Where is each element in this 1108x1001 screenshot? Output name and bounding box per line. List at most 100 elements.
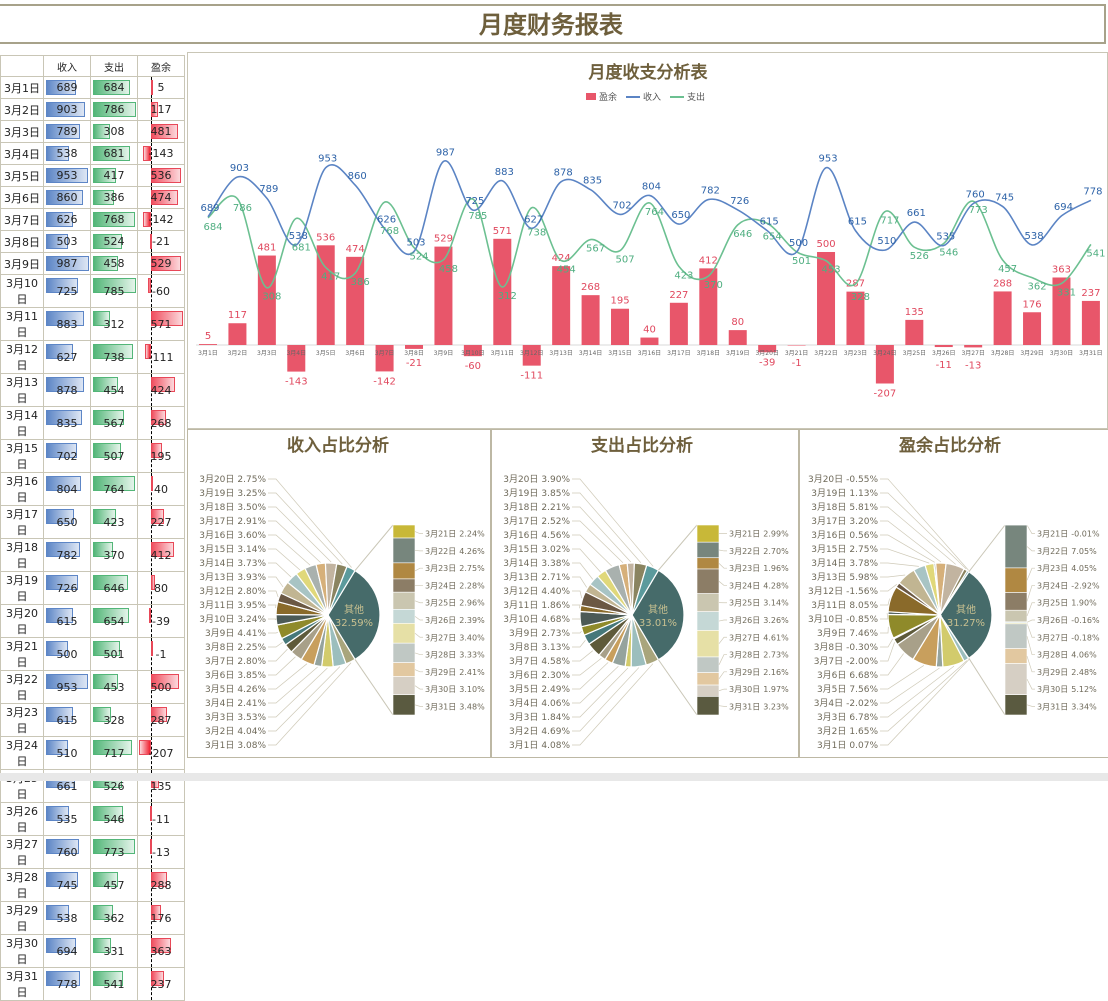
income-cell: 903 (44, 99, 91, 121)
leader-line (1027, 636, 1035, 654)
slice-date: 3月23日 (425, 564, 456, 573)
expense-cell: 507 (91, 440, 138, 473)
slice-percent: 4.06% (541, 699, 570, 709)
slice-percent: 1.96% (763, 564, 789, 573)
date-cell: 3月4日 (1, 143, 44, 165)
slice-percent: 1.86% (541, 601, 570, 611)
slice-date: 3月29日 (1037, 668, 1068, 677)
pie-slice-label: 3月8日-0.30% (814, 642, 879, 653)
income-cell: 953 (44, 671, 91, 704)
slice-percent: 2.73% (763, 651, 789, 660)
pie-bar-segment (697, 630, 719, 657)
header-cell: 盈余 (138, 56, 185, 77)
slice-date: 3月16日 (811, 530, 846, 541)
pie-slice-label: 3月7日-2.00% (814, 656, 879, 667)
income-cell: 626 (44, 209, 91, 231)
income-value: 953 (57, 169, 78, 182)
leader-line (880, 665, 924, 689)
slice-percent: 3.93% (237, 573, 266, 583)
expense-data-label: 785 (468, 211, 487, 222)
income-cell: 987 (44, 253, 91, 275)
income-value: 789 (57, 125, 78, 138)
income-value: 702 (57, 450, 78, 463)
table-row: 3月22日 953 453 500 (1, 671, 185, 704)
leader-line (880, 507, 956, 564)
surplus-bar (317, 245, 335, 345)
table-row: 3月17日 650 423 227 (1, 506, 185, 539)
income-value: 760 (57, 846, 78, 859)
surplus-value: 536 (151, 169, 172, 182)
pie-bar-segment (1005, 695, 1027, 715)
pie-bar-segment (393, 592, 415, 609)
surplus-bar (611, 309, 629, 345)
x-tick-label: 3月12日 (520, 350, 543, 357)
surplus-cell: -111 (138, 341, 185, 374)
surplus-bar (964, 345, 982, 347)
leader-line (1027, 547, 1035, 551)
slice-percent: 1.65% (849, 727, 878, 737)
slice-date: 3月15日 (811, 544, 846, 555)
income-data-label: 778 (1083, 186, 1102, 197)
leader-line (268, 642, 283, 647)
expense-data-label: 738 (527, 228, 546, 239)
slice-percent: 4.05% (1071, 564, 1097, 573)
pie-bar-segment (1005, 610, 1027, 622)
pie-title: 收入占比分析 (287, 435, 389, 456)
date-cell: 3月8日 (1, 231, 44, 253)
pie-bar-segment (697, 525, 719, 542)
x-tick-label: 3月13日 (549, 350, 572, 357)
expense-cell: 417 (91, 165, 138, 187)
slice-date: 3月25日 (425, 599, 456, 608)
table-row: 3月27日 760 773 -13 (1, 836, 185, 869)
income-data-label: 883 (495, 167, 514, 178)
surplus-value: 237 (151, 978, 172, 991)
expense-data-label: 681 (292, 242, 311, 253)
slice-date: 3月27日 (1037, 633, 1068, 642)
slice-percent: 3.26% (763, 616, 789, 625)
slice-percent: 3.53% (237, 713, 266, 723)
table-row: 3月23日 615 328 287 (1, 704, 185, 737)
income-data-label: 725 (465, 196, 484, 207)
date-cell: 3月23日 (1, 704, 44, 737)
table-row: 3月16日 804 764 40 (1, 473, 185, 506)
slice-percent: 2.30% (541, 671, 570, 681)
surplus-bar (552, 266, 570, 345)
surplus-data-label: 536 (316, 232, 335, 243)
slice-date: 3月9日 (817, 628, 846, 639)
x-tick-label: 3月18日 (697, 350, 720, 357)
leader-line (268, 663, 351, 745)
slice-date: 3月8日 (814, 642, 843, 653)
other-slice-percent: 33.01% (639, 618, 677, 629)
slice-date: 3月1日 (817, 740, 846, 751)
pie-bar-segment (393, 695, 415, 715)
surplus-value: -143 (149, 147, 174, 160)
leader-line (719, 550, 727, 551)
slice-percent: -0.18% (1071, 633, 1100, 642)
table-row: 3月21日 500 501 -1 (1, 638, 185, 671)
expense-value: 524 (104, 235, 125, 248)
slice-percent: 3.08% (237, 741, 266, 751)
leader-line (719, 706, 727, 707)
leader-line (268, 521, 321, 563)
slice-date: 3月4日 (205, 698, 234, 709)
surplus-data-label: 227 (669, 290, 688, 301)
slice-date: 3月28日 (1037, 651, 1068, 660)
slice-percent: 5.81% (849, 503, 878, 513)
expense-data-label: 458 (439, 264, 458, 275)
income-value: 650 (57, 516, 78, 529)
pie-title: 盈余占比分析 (898, 435, 1001, 456)
slice-percent: 3.14% (763, 599, 789, 608)
pie-bar-segment (393, 609, 415, 623)
expense-cell: 786 (91, 99, 138, 121)
